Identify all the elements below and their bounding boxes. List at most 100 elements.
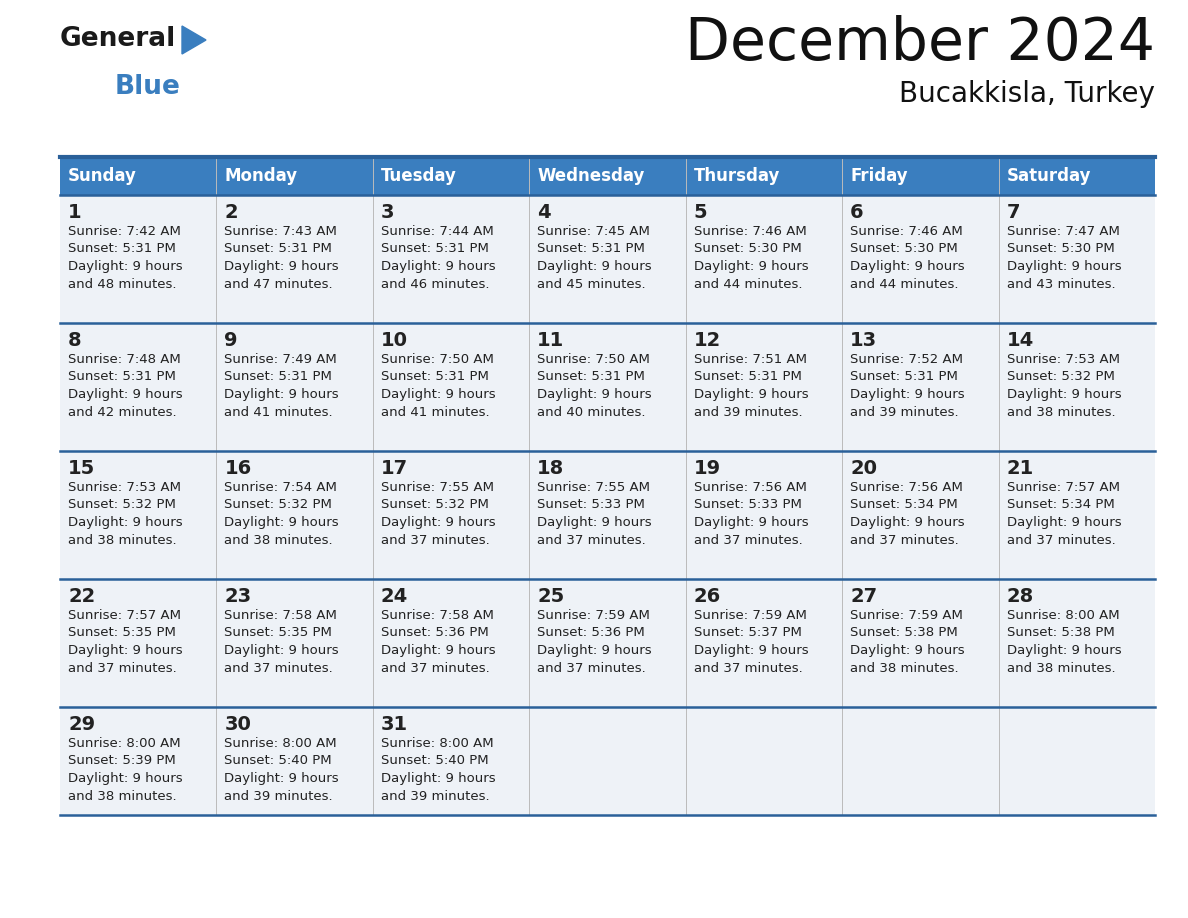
Bar — [61, 323, 216, 451]
Text: Sunrise: 7:52 AM: Sunrise: 7:52 AM — [851, 353, 963, 366]
Bar — [685, 157, 842, 195]
Text: 12: 12 — [694, 331, 721, 350]
Text: Sunrise: 8:00 AM: Sunrise: 8:00 AM — [381, 737, 493, 750]
Bar — [685, 579, 842, 707]
Bar — [216, 707, 373, 815]
Bar — [530, 451, 685, 579]
Text: Daylight: 9 hours: Daylight: 9 hours — [1006, 388, 1121, 401]
Text: Sunrise: 7:59 AM: Sunrise: 7:59 AM — [851, 609, 963, 622]
Text: 11: 11 — [537, 331, 564, 350]
Text: Sunset: 5:31 PM: Sunset: 5:31 PM — [694, 371, 802, 384]
Text: Sunset: 5:30 PM: Sunset: 5:30 PM — [851, 242, 958, 255]
Text: and 37 minutes.: and 37 minutes. — [851, 533, 959, 546]
Text: 1: 1 — [68, 203, 82, 222]
Text: Sunrise: 7:51 AM: Sunrise: 7:51 AM — [694, 353, 807, 366]
Text: and 44 minutes.: and 44 minutes. — [694, 277, 802, 290]
Bar — [530, 195, 685, 323]
Text: Sunset: 5:35 PM: Sunset: 5:35 PM — [68, 626, 176, 640]
Text: and 38 minutes.: and 38 minutes. — [851, 662, 959, 675]
Text: and 48 minutes.: and 48 minutes. — [68, 277, 177, 290]
Bar — [61, 157, 216, 195]
Text: 25: 25 — [537, 587, 564, 606]
Text: Tuesday: Tuesday — [381, 167, 456, 185]
Bar — [842, 707, 999, 815]
Text: Sunset: 5:31 PM: Sunset: 5:31 PM — [225, 242, 333, 255]
Text: and 42 minutes.: and 42 minutes. — [68, 406, 177, 419]
Text: and 37 minutes.: and 37 minutes. — [694, 533, 802, 546]
Bar — [999, 451, 1155, 579]
Text: Daylight: 9 hours: Daylight: 9 hours — [225, 772, 339, 785]
Text: Sunset: 5:32 PM: Sunset: 5:32 PM — [381, 498, 488, 511]
Bar — [216, 195, 373, 323]
Text: Sunrise: 7:44 AM: Sunrise: 7:44 AM — [381, 225, 493, 238]
Text: and 39 minutes.: and 39 minutes. — [694, 406, 802, 419]
Text: Daylight: 9 hours: Daylight: 9 hours — [1006, 260, 1121, 273]
Text: Sunset: 5:36 PM: Sunset: 5:36 PM — [381, 626, 488, 640]
Text: Sunrise: 7:58 AM: Sunrise: 7:58 AM — [381, 609, 494, 622]
Bar — [61, 707, 216, 815]
Bar — [999, 707, 1155, 815]
Text: Sunrise: 7:54 AM: Sunrise: 7:54 AM — [225, 481, 337, 494]
Text: Sunset: 5:33 PM: Sunset: 5:33 PM — [694, 498, 802, 511]
Text: Sunrise: 7:53 AM: Sunrise: 7:53 AM — [1006, 353, 1119, 366]
Text: 10: 10 — [381, 331, 407, 350]
Text: and 38 minutes.: and 38 minutes. — [225, 533, 333, 546]
Text: Sunset: 5:35 PM: Sunset: 5:35 PM — [225, 626, 333, 640]
Bar — [685, 451, 842, 579]
Text: and 37 minutes.: and 37 minutes. — [381, 533, 489, 546]
Text: Daylight: 9 hours: Daylight: 9 hours — [381, 644, 495, 657]
Text: 27: 27 — [851, 587, 877, 606]
Text: Sunrise: 7:42 AM: Sunrise: 7:42 AM — [68, 225, 181, 238]
Text: Daylight: 9 hours: Daylight: 9 hours — [68, 644, 183, 657]
Text: Daylight: 9 hours: Daylight: 9 hours — [694, 260, 808, 273]
Bar — [530, 707, 685, 815]
Text: Daylight: 9 hours: Daylight: 9 hours — [537, 644, 652, 657]
Text: Sunrise: 7:43 AM: Sunrise: 7:43 AM — [225, 225, 337, 238]
Text: Sunrise: 7:57 AM: Sunrise: 7:57 AM — [68, 609, 181, 622]
Bar — [373, 451, 530, 579]
Bar — [842, 579, 999, 707]
Text: and 37 minutes.: and 37 minutes. — [381, 662, 489, 675]
Bar — [61, 451, 216, 579]
Text: Sunset: 5:31 PM: Sunset: 5:31 PM — [68, 371, 176, 384]
Bar — [842, 195, 999, 323]
Text: 6: 6 — [851, 203, 864, 222]
Text: Saturday: Saturday — [1006, 167, 1091, 185]
Text: 7: 7 — [1006, 203, 1020, 222]
Text: and 38 minutes.: and 38 minutes. — [1006, 662, 1116, 675]
Text: Daylight: 9 hours: Daylight: 9 hours — [381, 388, 495, 401]
Bar — [216, 451, 373, 579]
Text: 20: 20 — [851, 459, 877, 478]
Text: and 39 minutes.: and 39 minutes. — [381, 789, 489, 802]
Text: Daylight: 9 hours: Daylight: 9 hours — [1006, 516, 1121, 529]
Bar — [685, 195, 842, 323]
Text: 22: 22 — [68, 587, 95, 606]
Text: and 38 minutes.: and 38 minutes. — [68, 789, 177, 802]
Bar — [373, 579, 530, 707]
Text: Monday: Monday — [225, 167, 297, 185]
Bar — [216, 323, 373, 451]
Text: Sunset: 5:34 PM: Sunset: 5:34 PM — [851, 498, 958, 511]
Text: Daylight: 9 hours: Daylight: 9 hours — [68, 772, 183, 785]
Text: Sunrise: 7:50 AM: Sunrise: 7:50 AM — [381, 353, 494, 366]
Text: Sunrise: 7:59 AM: Sunrise: 7:59 AM — [694, 609, 807, 622]
Text: Sunrise: 8:00 AM: Sunrise: 8:00 AM — [68, 737, 181, 750]
Text: 29: 29 — [68, 715, 95, 734]
Text: Thursday: Thursday — [694, 167, 781, 185]
Text: and 41 minutes.: and 41 minutes. — [381, 406, 489, 419]
Text: Sunset: 5:31 PM: Sunset: 5:31 PM — [381, 371, 488, 384]
Text: and 40 minutes.: and 40 minutes. — [537, 406, 646, 419]
Bar — [61, 195, 216, 323]
Text: and 37 minutes.: and 37 minutes. — [694, 662, 802, 675]
Text: and 41 minutes.: and 41 minutes. — [225, 406, 333, 419]
Text: and 37 minutes.: and 37 minutes. — [1006, 533, 1116, 546]
Text: Sunrise: 7:55 AM: Sunrise: 7:55 AM — [381, 481, 494, 494]
Text: Daylight: 9 hours: Daylight: 9 hours — [381, 772, 495, 785]
Text: and 37 minutes.: and 37 minutes. — [225, 662, 333, 675]
Text: 24: 24 — [381, 587, 409, 606]
Text: Sunrise: 7:46 AM: Sunrise: 7:46 AM — [694, 225, 807, 238]
Text: Sunset: 5:38 PM: Sunset: 5:38 PM — [851, 626, 958, 640]
Text: Sunset: 5:30 PM: Sunset: 5:30 PM — [1006, 242, 1114, 255]
Text: Daylight: 9 hours: Daylight: 9 hours — [68, 516, 183, 529]
Text: Daylight: 9 hours: Daylight: 9 hours — [537, 388, 652, 401]
